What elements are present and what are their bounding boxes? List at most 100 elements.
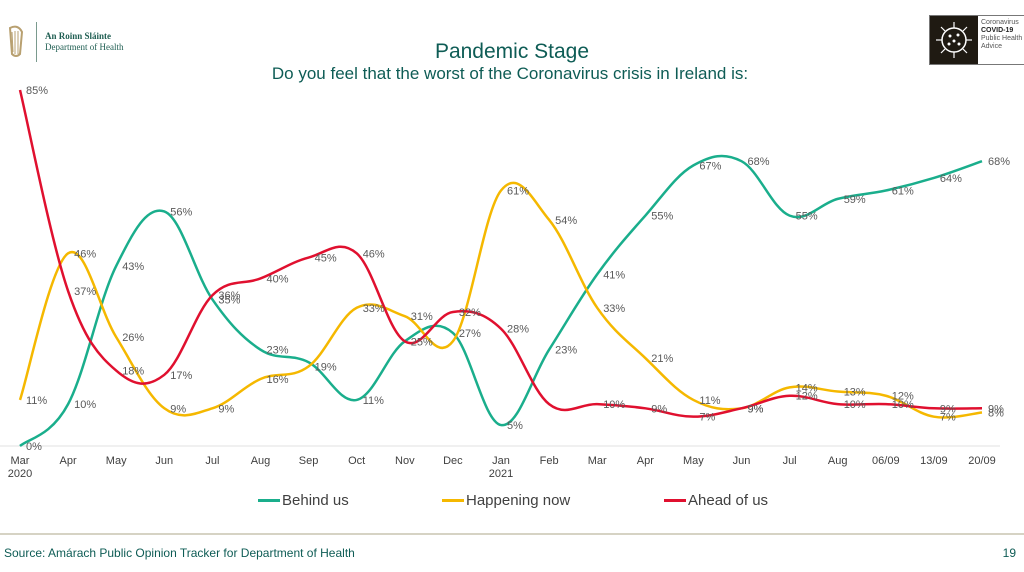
data-label-behind-us: 11% (363, 395, 384, 407)
data-label-behind-us: 35% (218, 294, 240, 306)
x-tick-label: 06/09 (872, 455, 900, 467)
data-label-behind-us: 43% (122, 261, 144, 273)
data-label-behind-us: 64% (940, 173, 962, 185)
x-tick-label: Aug (828, 455, 848, 467)
org-name-irish: An Roinn Sláinte (45, 31, 112, 41)
legend-item-happening-now: Happening now (442, 492, 570, 509)
data-label-ahead-of-us: 45% (315, 253, 337, 265)
data-label-happening-now: 19% (315, 361, 337, 373)
data-label-happening-now: 61% (507, 186, 529, 198)
source-note: Source: Amárach Public Opinion Tracker f… (4, 546, 355, 560)
data-label-ahead-of-us: 85% (26, 85, 48, 97)
data-label-behind-us: 23% (555, 345, 577, 357)
data-label-happening-now: 46% (74, 248, 96, 260)
data-label-happening-now: 31% (411, 311, 433, 323)
series-line-behind-us (19, 154, 983, 448)
data-label-happening-now: 8% (988, 407, 1004, 419)
data-label-ahead-of-us: 40% (267, 273, 289, 285)
x-tick-label: Apr (60, 455, 77, 467)
legend-swatch-happening-now (442, 499, 464, 502)
data-label-behind-us: 67% (699, 160, 721, 172)
x-tick-label: 13/09 (920, 455, 948, 467)
data-label-ahead-of-us: 37% (74, 286, 96, 298)
data-label-behind-us: 61% (892, 186, 914, 198)
data-label-behind-us: 23% (267, 345, 289, 357)
covid-text-line4: Advice (981, 43, 1003, 50)
x-tick-label: Oct (348, 455, 365, 467)
data-label-happening-now: 33% (363, 303, 385, 315)
x-tick-label: Mar (11, 455, 30, 467)
data-label-behind-us: 41% (603, 269, 625, 281)
data-label-happening-now: 9% (748, 403, 764, 415)
x-tick-label: Jul (783, 455, 797, 467)
data-label-ahead-of-us: 36% (218, 290, 240, 302)
x-tick-label: Mar (588, 455, 607, 467)
department-of-health-logo: An Roinn Sláinte Department of Health (6, 22, 123, 62)
x-tick-label: May (683, 455, 704, 467)
x-tick-label: May (106, 455, 127, 467)
data-label-behind-us: 55% (651, 211, 673, 223)
data-label-happening-now: 9% (170, 403, 186, 415)
logo-divider (36, 22, 37, 62)
x-tick-label: Feb (540, 455, 559, 467)
data-label-ahead-of-us: 18% (122, 366, 144, 378)
data-label-ahead-of-us: 9% (748, 403, 764, 415)
legend-label-behind-us: Behind us (282, 492, 349, 509)
data-label-happening-now: 26% (122, 332, 144, 344)
org-name-english: Department of Health (45, 42, 124, 52)
data-label-behind-us: 68% (748, 156, 770, 168)
data-label-layer: 0% 10% 43% 56% 35% 23% 11% 27% 5% 23% 41% 55% 67% 68%… (26, 85, 1010, 453)
data-label-behind-us: 55% (796, 211, 818, 223)
data-label-ahead-of-us: 10% (603, 399, 625, 411)
legend-swatch-behind-us (258, 499, 280, 502)
x-tick-year-label: 2020 (8, 468, 32, 480)
chart-title: Pandemic Stage (434, 40, 590, 63)
data-label-happening-now: 11% (26, 395, 47, 407)
legend-label-ahead-of-us: Ahead of us (688, 492, 769, 509)
covid-text-line2: COVID-19 (981, 27, 1014, 34)
data-label-ahead-of-us: 32% (459, 307, 481, 319)
x-tick-label: Jun (155, 455, 173, 467)
data-label-happening-now: 21% (651, 353, 673, 365)
chart-subtitle: Do you feel that the worst of the Corona… (271, 64, 749, 83)
data-label-ahead-of-us: 10% (892, 399, 914, 411)
data-label-behind-us: 56% (170, 206, 192, 218)
x-tick-label: Nov (395, 455, 415, 467)
line-chart: 0% 10% 43% 56% 35% 23% 11% 27% 5% 23% 41% 55% 67% 68%… (0, 85, 1010, 480)
series-line-ahead-of-us (18, 89, 983, 418)
data-label-happening-now: 12% (892, 391, 914, 403)
legend-label-happening-now: Happening now (466, 492, 571, 509)
legend-item-ahead-of-us: Ahead of us (664, 492, 768, 509)
data-label-happening-now: 11% (699, 395, 720, 407)
x-tick-label: Jun (733, 455, 751, 467)
x-tick-label: Apr (637, 455, 654, 467)
series-line-happening-now (18, 181, 983, 419)
x-tick-label: Aug (251, 455, 271, 467)
x-tick-year-label: 2021 (489, 468, 513, 480)
x-tick-label: Jul (205, 455, 219, 467)
x-tick-label: Dec (443, 455, 463, 467)
data-label-behind-us: 59% (844, 194, 866, 206)
data-label-ahead-of-us: 9% (988, 403, 1004, 415)
data-label-behind-us: 10% (74, 399, 96, 411)
data-label-happening-now: 7% (940, 412, 956, 424)
x-tick-label: 20/09 (968, 455, 996, 467)
data-label-ahead-of-us: 10% (844, 399, 866, 411)
data-label-ahead-of-us: 28% (507, 324, 529, 336)
chart-legend: Behind us Happening now Ahead of us (0, 492, 1024, 512)
footer-divider (0, 533, 1024, 535)
data-label-behind-us: 27% (459, 328, 481, 340)
data-label-happening-now: 13% (844, 387, 866, 399)
legend-item-behind-us: Behind us (258, 492, 349, 509)
x-tick-label: Sep (299, 455, 319, 467)
data-label-ahead-of-us: 46% (363, 248, 385, 260)
data-label-happening-now: 33% (603, 303, 625, 315)
data-label-behind-us: 68% (988, 156, 1010, 168)
x-tick-label: Jan (492, 455, 510, 467)
covid-advice-logo: Coronavirus COVID-19 Public Health Advic… (929, 15, 1024, 65)
page-number: 19 (1002, 546, 1016, 560)
data-label-happening-now: 54% (555, 215, 577, 227)
data-label-ahead-of-us: 12% (796, 391, 818, 403)
data-label-ahead-of-us: 9% (651, 403, 667, 415)
